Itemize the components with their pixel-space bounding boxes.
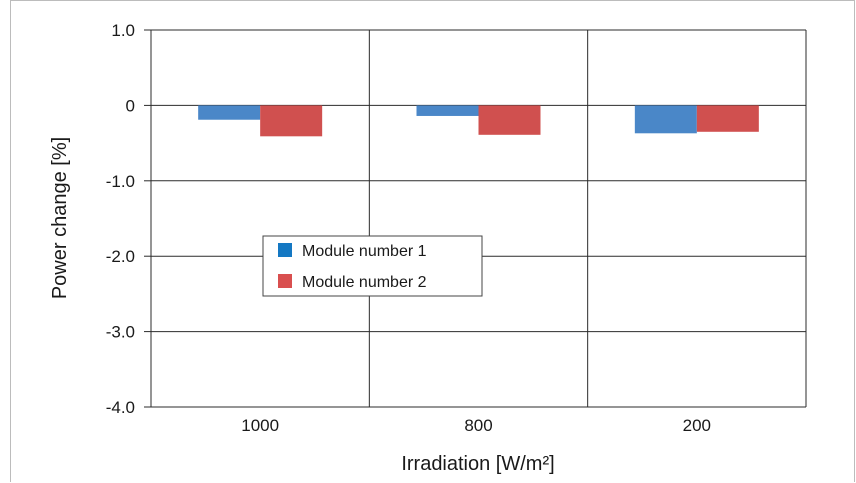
y-tick-label-0: 1.0 bbox=[111, 21, 135, 40]
x-tick-label-0: 1000 bbox=[241, 416, 279, 435]
y-tick-label-3: -2.0 bbox=[106, 247, 135, 266]
x-axis-title: Irradiation [W/m²] bbox=[401, 453, 554, 475]
bar-series-1-200 bbox=[634, 105, 697, 134]
y-tick-label-2: -1.0 bbox=[106, 172, 135, 191]
y-tick-label-1: 0 bbox=[126, 96, 135, 115]
bar-series-1-1000 bbox=[198, 105, 261, 120]
grid-lines bbox=[151, 29, 806, 408]
legend-swatch-module-2 bbox=[278, 274, 292, 288]
x-tick-label-2: 200 bbox=[683, 416, 711, 435]
x-tick-label-1: 800 bbox=[464, 416, 492, 435]
legend-label-module-2: Module number 2 bbox=[302, 274, 427, 291]
bar-series-2-1000 bbox=[260, 105, 323, 137]
x-tick-labels: 1000 800 200 bbox=[241, 416, 711, 435]
axes bbox=[144, 29, 807, 408]
bars bbox=[198, 105, 759, 137]
bar-series-2-200 bbox=[696, 105, 759, 132]
legend-box bbox=[262, 235, 483, 297]
chart-frame bbox=[10, 0, 855, 482]
y-tick-labels: 1.0 0 -1.0 -2.0 -3.0 -4.0 bbox=[106, 21, 135, 417]
y-tick-label-5: -4.0 bbox=[106, 398, 135, 417]
bar-series-2-800 bbox=[478, 105, 541, 135]
legend: Module number 1 Module number 2 bbox=[262, 235, 483, 297]
bar-series-1-800 bbox=[416, 105, 479, 116]
legend-label-module-1: Module number 1 bbox=[302, 243, 427, 260]
y-tick-label-4: -3.0 bbox=[106, 323, 135, 342]
y-axis-title: Power change [%] bbox=[49, 137, 71, 299]
legend-swatch-module-1 bbox=[278, 243, 292, 257]
